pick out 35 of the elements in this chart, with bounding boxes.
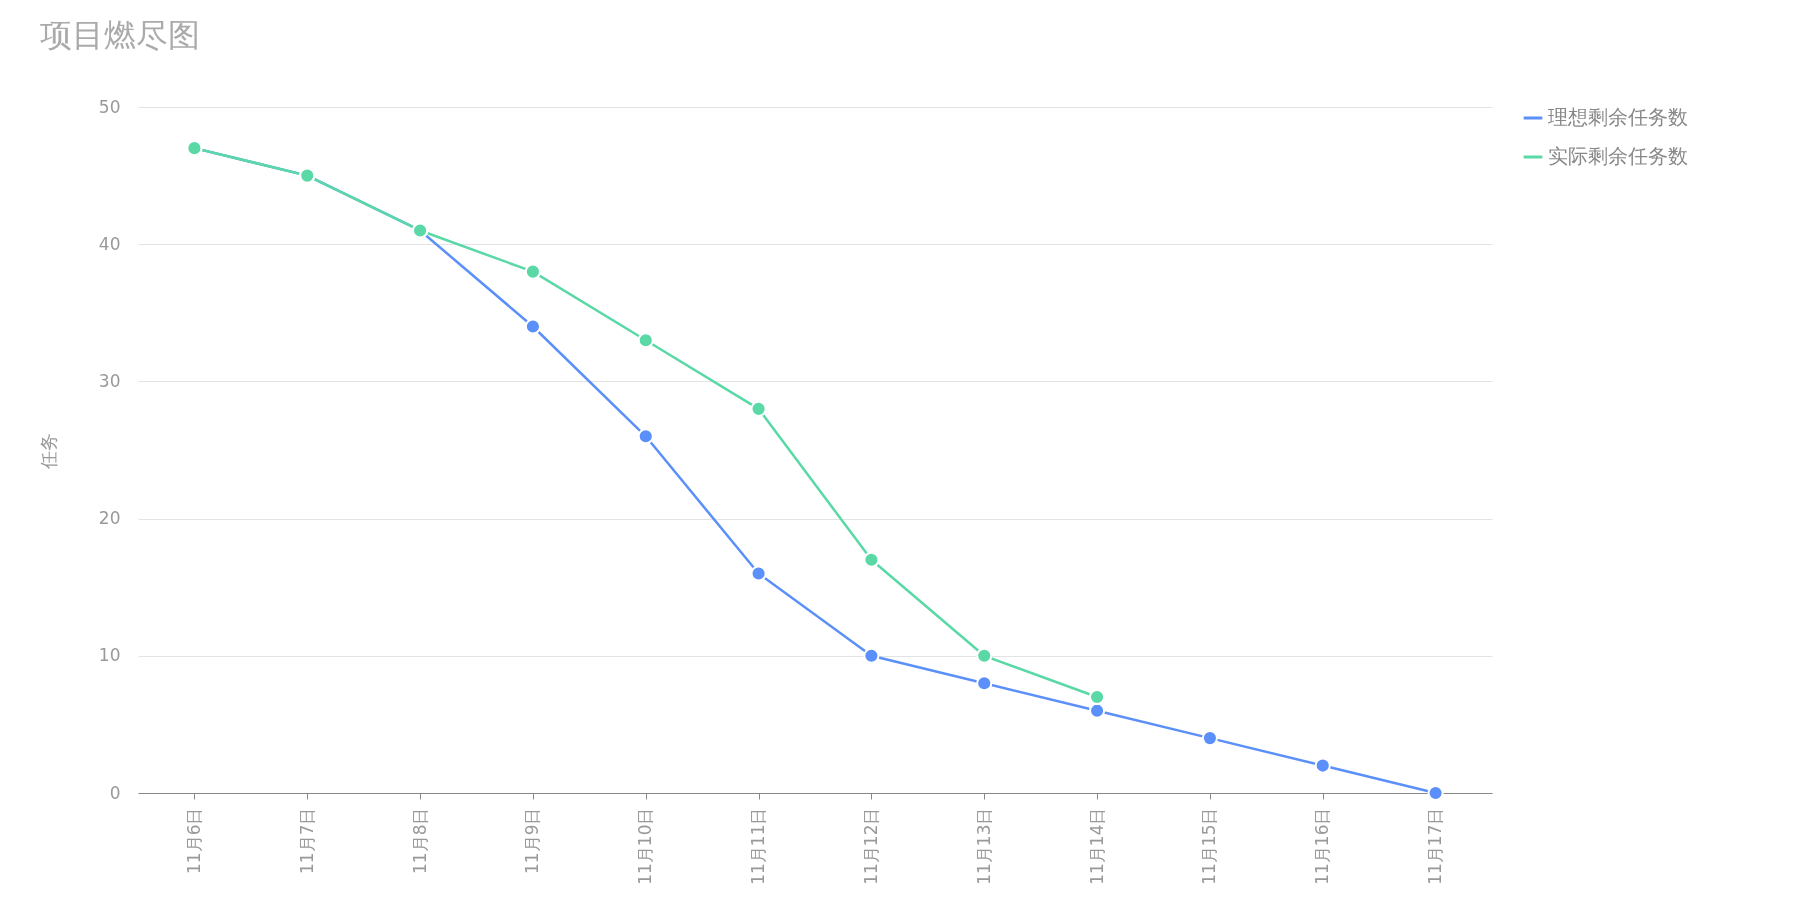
x-tick-label: 11月6日 bbox=[183, 807, 204, 874]
x-tick-label: 11月8日 bbox=[409, 807, 430, 874]
point bbox=[863, 551, 880, 568]
x-tick-label: 11月13日 bbox=[973, 807, 994, 885]
point bbox=[1314, 757, 1331, 774]
y-tick-label: 40 bbox=[98, 233, 121, 254]
x-tick-label: 11月12日 bbox=[860, 807, 881, 885]
y-tick-label: 0 bbox=[109, 782, 121, 803]
point bbox=[1089, 702, 1106, 719]
y-tick-label: 50 bbox=[98, 96, 121, 117]
chart-title: 项目燃尽图 bbox=[40, 16, 201, 54]
legend-label: 理想剩余任务数 bbox=[1548, 105, 1688, 129]
point bbox=[524, 263, 541, 280]
x-tick-label: 11月7日 bbox=[296, 807, 317, 874]
x-tick-label: 11月11日 bbox=[748, 807, 769, 885]
x-tick-label: 11月17日 bbox=[1425, 807, 1446, 885]
x-tick-label: 11月15日 bbox=[1199, 807, 1220, 885]
y-tick-label: 10 bbox=[98, 645, 121, 666]
x-tick-label: 11月9日 bbox=[522, 807, 543, 874]
x-tick-label: 11月10日 bbox=[635, 807, 656, 885]
y-tick-label: 20 bbox=[98, 508, 121, 529]
point bbox=[976, 675, 993, 692]
x-tick-label: 11月14日 bbox=[1086, 807, 1107, 885]
point bbox=[750, 565, 767, 582]
point bbox=[750, 400, 767, 417]
y-axis-title: 任务 bbox=[37, 432, 59, 470]
point bbox=[976, 647, 993, 664]
y-tick-label: 30 bbox=[98, 370, 121, 391]
point bbox=[637, 332, 654, 349]
point bbox=[1201, 730, 1218, 747]
legend-label: 实际剩余任务数 bbox=[1548, 144, 1688, 168]
point bbox=[524, 318, 541, 335]
point bbox=[863, 647, 880, 664]
point bbox=[637, 428, 654, 445]
x-tick-label: 11月16日 bbox=[1312, 807, 1333, 885]
